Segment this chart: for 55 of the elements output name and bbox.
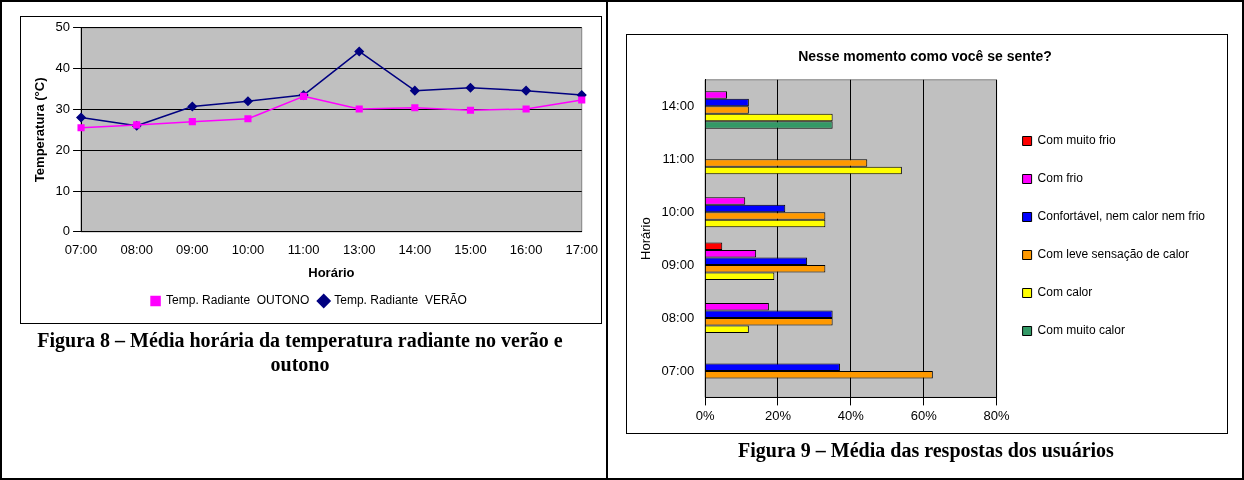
- x-tick-label: 17:00: [565, 242, 599, 258]
- legend-label: Com frio: [1037, 171, 1084, 186]
- point: [355, 105, 363, 113]
- y-tick-label: 11:00: [662, 150, 695, 166]
- point: [466, 106, 475, 114]
- y-axis-title: Horário: [638, 217, 654, 260]
- point: [410, 85, 420, 96]
- x-tick-label: 11:00: [287, 242, 320, 258]
- y-tick-label: 10: [55, 182, 71, 198]
- x-tick-label: 14:00: [398, 242, 432, 258]
- x-tick-label: 0%: [695, 407, 715, 423]
- y-tick-label: 09:00: [661, 256, 695, 272]
- legend-label: Temp. Radiante OUTONO: [166, 293, 310, 308]
- chart-title: Nesse momento como você se sente?: [798, 48, 1052, 65]
- y-tick-label: 0: [62, 223, 71, 239]
- text: Figura 9 – Média das respostas dos usuários: [737, 438, 1115, 462]
- y-axis-title: Temperatura (°C): [32, 77, 48, 183]
- point: [188, 118, 196, 126]
- x-tick-label: 20%: [764, 407, 792, 423]
- x-tick-label: 16:00: [509, 242, 543, 258]
- x-tick-label: 40%: [837, 407, 865, 423]
- legend-label: Com muito frio: [1037, 133, 1116, 148]
- y-tick-label: 07:00: [661, 362, 695, 378]
- point: [411, 104, 419, 112]
- x-tick-label: 80%: [983, 407, 1011, 423]
- legend-label: Com calor: [1037, 285, 1093, 300]
- point: [243, 96, 253, 106]
- y-tick-label: 08:00: [661, 309, 695, 325]
- y-tick-label: 20: [55, 141, 71, 157]
- y-tick-label: 40: [55, 60, 71, 76]
- y-tick-label: 14:00: [661, 97, 695, 113]
- legend-label: Temp. Radiante VERÃO: [334, 293, 467, 308]
- y-tick-label: 30: [55, 100, 71, 116]
- point: [522, 105, 530, 113]
- x-tick-label: 15:00: [454, 242, 487, 258]
- point: [521, 85, 531, 96]
- x-tick-label: 08:00: [120, 242, 153, 258]
- x-tick-label: 60%: [910, 407, 938, 423]
- point: [578, 96, 586, 104]
- legend-label: Com leve sensação de calor: [1037, 247, 1190, 262]
- point: [465, 83, 476, 93]
- y-tick-label: 50: [55, 19, 71, 35]
- point: [76, 112, 86, 123]
- text: Figura 8 – Média horária da temperatura radiante no verão e outono: [36, 328, 564, 376]
- y-tick-label: 10:00: [661, 203, 695, 219]
- legend-label: Confortável, nem calor nem frio: [1037, 209, 1206, 224]
- point: [244, 115, 252, 123]
- point: [187, 101, 198, 112]
- point: [354, 46, 364, 57]
- x-tick-label: 09:00: [176, 242, 209, 258]
- legend-label: Com muito calor: [1037, 323, 1125, 338]
- point: [77, 124, 85, 132]
- x-axis-title: Horário: [308, 264, 355, 280]
- x-tick-label: 13:00: [342, 242, 376, 258]
- x-tick-label: 10:00: [231, 242, 265, 258]
